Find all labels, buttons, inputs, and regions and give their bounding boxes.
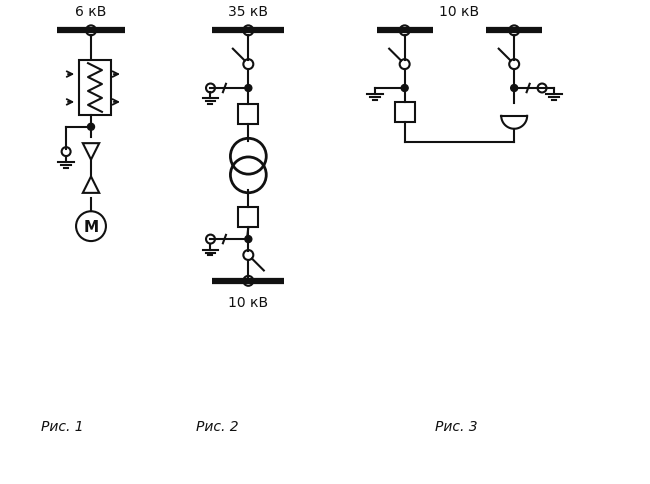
Bar — [395, 103, 415, 122]
Text: 10 кВ: 10 кВ — [439, 5, 480, 19]
Circle shape — [245, 85, 252, 92]
Bar — [239, 208, 258, 227]
Text: 6 кВ: 6 кВ — [75, 5, 107, 19]
Bar — [79, 61, 111, 116]
Circle shape — [245, 236, 252, 243]
Text: 35 кВ: 35 кВ — [228, 5, 268, 19]
Text: 10 кВ: 10 кВ — [228, 295, 268, 309]
Circle shape — [88, 124, 94, 131]
Circle shape — [401, 85, 408, 92]
Text: M: M — [83, 219, 99, 234]
Bar — [239, 105, 258, 124]
Text: Рис. 1: Рис. 1 — [41, 419, 84, 433]
Circle shape — [511, 85, 517, 92]
Text: Рис. 2: Рис. 2 — [196, 419, 238, 433]
Text: Рис. 3: Рис. 3 — [435, 419, 477, 433]
